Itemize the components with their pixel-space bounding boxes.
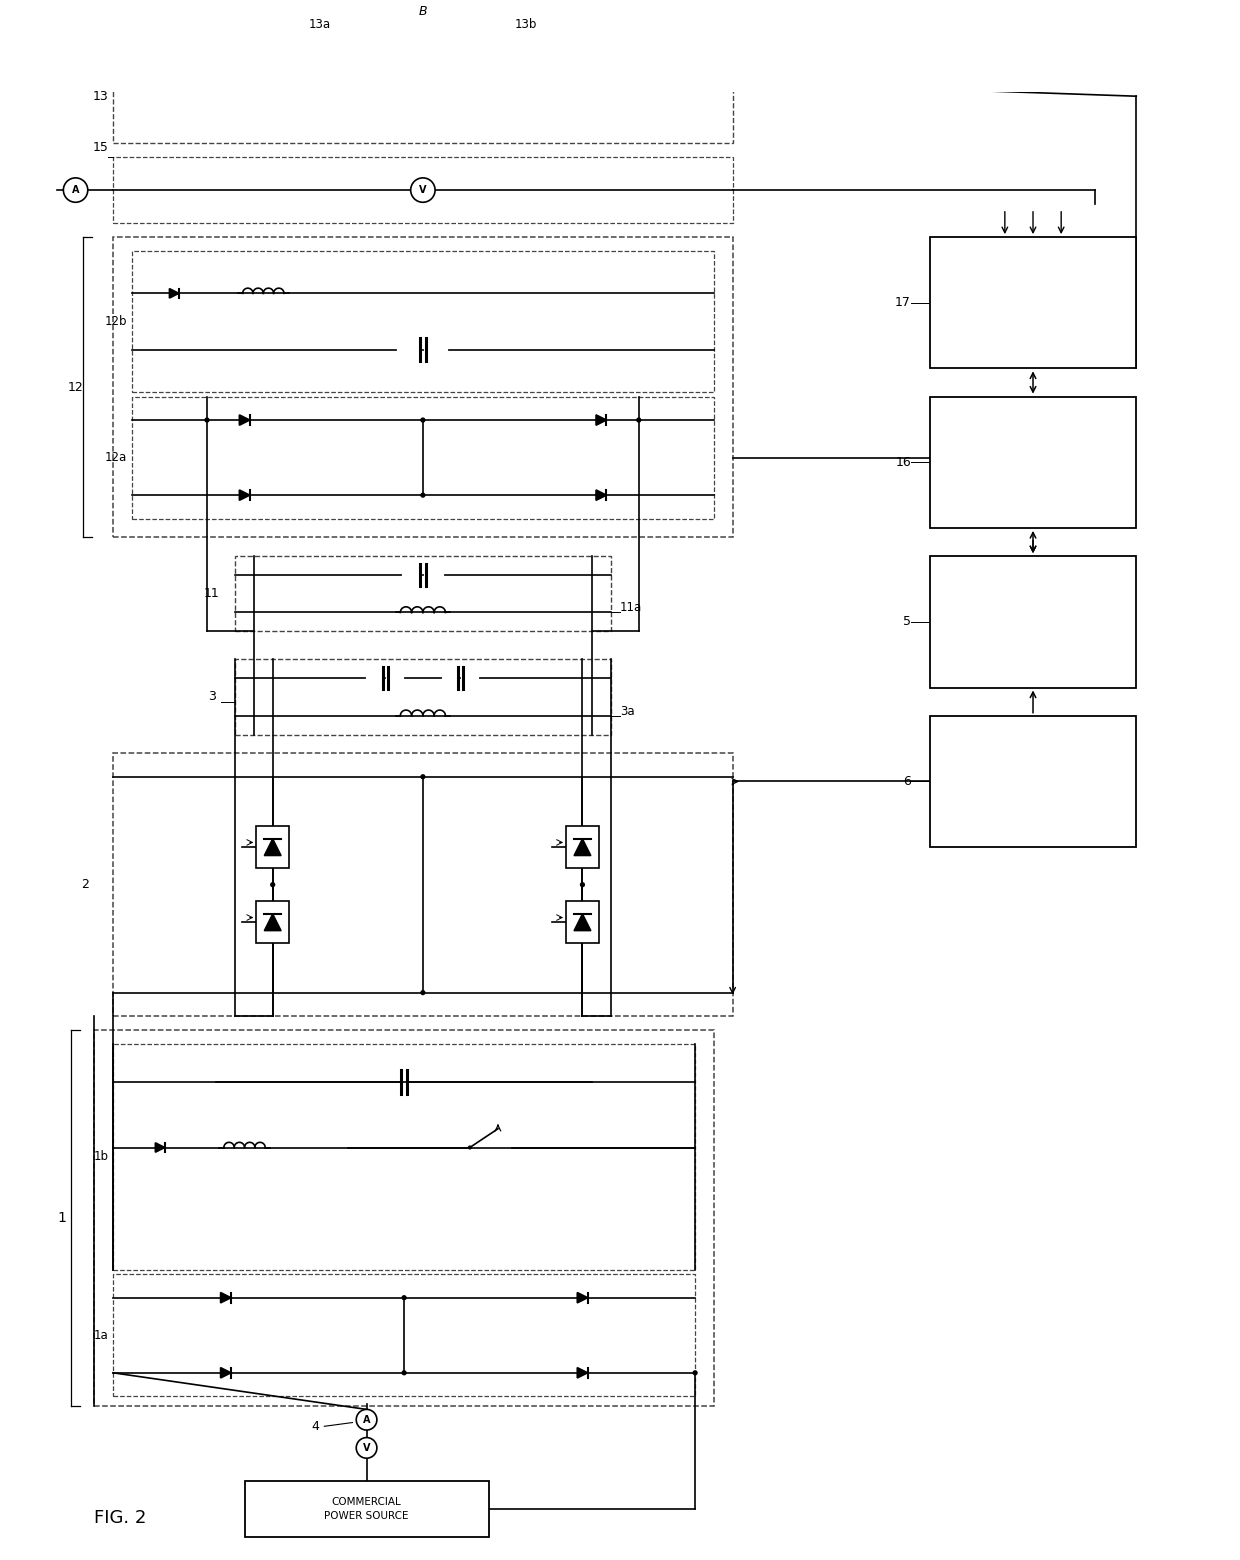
Circle shape bbox=[356, 1409, 377, 1431]
Text: 12b: 12b bbox=[104, 315, 128, 328]
Bar bbox=[113, 1044, 696, 1270]
Circle shape bbox=[692, 1370, 698, 1376]
Bar bbox=[236, 660, 610, 735]
Bar bbox=[113, 158, 733, 223]
Circle shape bbox=[636, 418, 641, 423]
Text: 12a: 12a bbox=[105, 451, 128, 463]
Circle shape bbox=[420, 418, 425, 423]
Text: 12: 12 bbox=[68, 381, 83, 393]
Polygon shape bbox=[578, 1293, 588, 1303]
Polygon shape bbox=[574, 839, 591, 855]
Text: 16: 16 bbox=[895, 456, 911, 470]
Text: 6: 6 bbox=[903, 775, 911, 788]
Text: 1: 1 bbox=[57, 1211, 66, 1225]
Text: 17: 17 bbox=[895, 296, 911, 309]
Bar bbox=[236, 557, 610, 632]
Bar bbox=[565, 827, 599, 869]
Text: 15: 15 bbox=[93, 142, 108, 154]
Text: 13b: 13b bbox=[515, 17, 537, 31]
Bar bbox=[113, 0, 733, 36]
Polygon shape bbox=[596, 490, 606, 501]
Circle shape bbox=[402, 1370, 407, 1376]
Polygon shape bbox=[264, 839, 281, 855]
Text: B: B bbox=[419, 5, 428, 19]
Text: 11a: 11a bbox=[620, 601, 642, 615]
Text: 13a: 13a bbox=[309, 17, 331, 31]
Polygon shape bbox=[221, 1293, 231, 1303]
Polygon shape bbox=[239, 415, 249, 426]
Bar bbox=[244, 1480, 489, 1537]
Polygon shape bbox=[574, 914, 591, 931]
Bar bbox=[565, 902, 599, 944]
Circle shape bbox=[356, 1438, 377, 1459]
Bar bbox=[131, 251, 714, 392]
Circle shape bbox=[402, 1295, 407, 1301]
Polygon shape bbox=[221, 1368, 231, 1377]
Circle shape bbox=[420, 774, 425, 780]
Text: 1b: 1b bbox=[93, 1150, 108, 1164]
Bar bbox=[113, 753, 733, 1016]
Bar bbox=[930, 557, 1136, 688]
Circle shape bbox=[552, 80, 557, 84]
Text: A: A bbox=[72, 186, 79, 195]
Circle shape bbox=[467, 1145, 472, 1150]
Polygon shape bbox=[596, 415, 606, 426]
Text: FIG. 2: FIG. 2 bbox=[94, 1509, 146, 1527]
Bar bbox=[113, 50, 733, 144]
Polygon shape bbox=[578, 1368, 588, 1377]
Bar bbox=[131, 396, 714, 518]
Text: V: V bbox=[419, 186, 427, 195]
Text: 4: 4 bbox=[311, 1420, 319, 1432]
Bar bbox=[930, 396, 1136, 527]
Circle shape bbox=[420, 991, 425, 995]
Text: 11: 11 bbox=[203, 587, 219, 601]
Circle shape bbox=[420, 493, 425, 498]
Text: 3a: 3a bbox=[620, 705, 635, 718]
Circle shape bbox=[270, 881, 275, 888]
Text: 13: 13 bbox=[93, 90, 108, 103]
Circle shape bbox=[410, 178, 435, 203]
Circle shape bbox=[580, 881, 585, 888]
Bar bbox=[930, 716, 1136, 847]
Text: 1a: 1a bbox=[94, 1329, 108, 1342]
Bar bbox=[257, 902, 289, 944]
Text: A: A bbox=[363, 1415, 371, 1424]
Polygon shape bbox=[170, 289, 179, 298]
Text: V: V bbox=[363, 1443, 371, 1452]
Text: 5: 5 bbox=[903, 615, 911, 629]
Bar bbox=[257, 827, 289, 869]
Circle shape bbox=[63, 178, 88, 203]
Text: 3: 3 bbox=[208, 691, 216, 704]
Bar bbox=[113, 237, 733, 537]
Text: COMMERCIAL: COMMERCIAL bbox=[331, 1498, 402, 1507]
Text: 2: 2 bbox=[81, 878, 89, 891]
Text: POWER SOURCE: POWER SOURCE bbox=[325, 1512, 409, 1521]
Bar bbox=[930, 237, 1136, 368]
Polygon shape bbox=[155, 1143, 165, 1153]
Bar bbox=[113, 1275, 696, 1396]
Polygon shape bbox=[239, 490, 249, 501]
Bar bbox=[94, 1030, 714, 1406]
Circle shape bbox=[205, 418, 210, 423]
Polygon shape bbox=[264, 914, 281, 931]
